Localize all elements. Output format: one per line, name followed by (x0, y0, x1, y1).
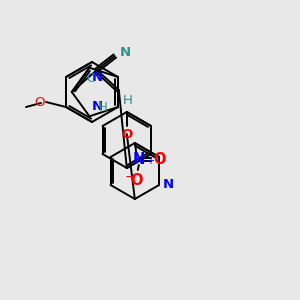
Text: O: O (153, 152, 165, 166)
Text: N: N (92, 71, 103, 84)
Text: +: + (146, 156, 154, 166)
Text: O: O (130, 173, 143, 188)
Text: N: N (133, 152, 145, 166)
Text: C: C (87, 72, 95, 85)
Text: H: H (123, 94, 133, 107)
Text: N: N (163, 178, 174, 190)
Text: N: N (92, 100, 103, 113)
Text: O: O (121, 128, 132, 141)
Text: O: O (34, 95, 45, 109)
Text: N: N (120, 46, 131, 59)
Text: −: − (125, 170, 136, 184)
Text: H: H (98, 101, 107, 114)
